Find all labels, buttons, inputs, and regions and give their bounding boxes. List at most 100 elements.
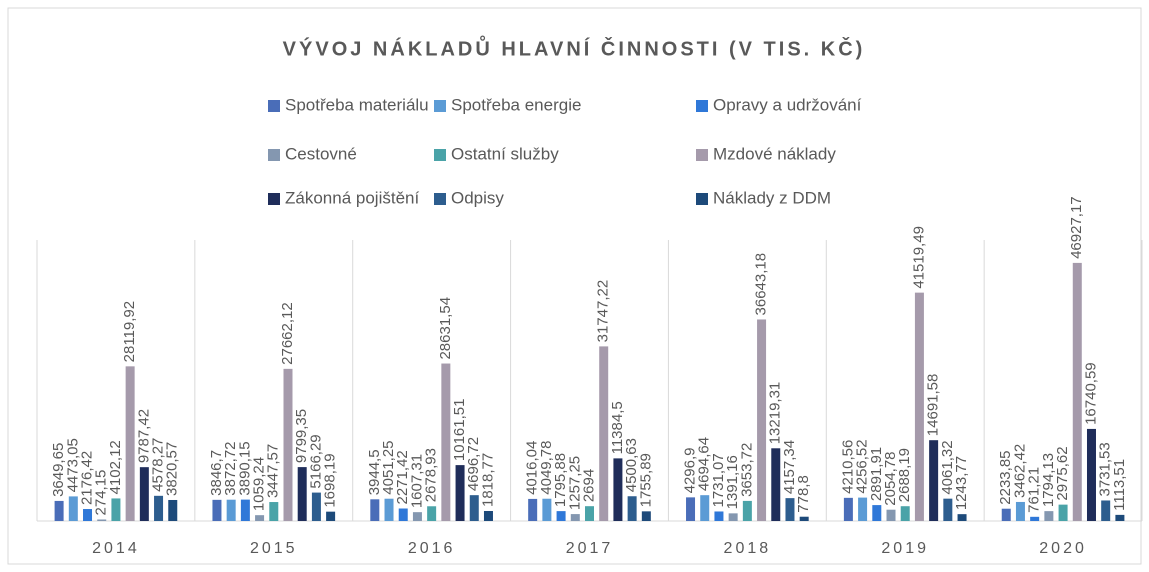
data-label: 4500,63 (623, 438, 640, 492)
bar (943, 498, 953, 521)
data-label: 31747,22 (595, 280, 612, 343)
bar (483, 510, 493, 521)
bar (686, 497, 696, 521)
bar (139, 467, 149, 521)
legend-swatch (434, 100, 446, 112)
bar (469, 495, 479, 521)
data-label: 28119,92 (121, 301, 138, 362)
bar (111, 498, 121, 521)
bar (799, 516, 809, 521)
data-label: 4049,78 (538, 440, 555, 494)
bar (528, 498, 538, 521)
x-tick-label: 2020 (1039, 540, 1087, 557)
data-label: 36643,18 (753, 253, 770, 316)
data-label: 9787,42 (135, 409, 152, 463)
data-label: 3890,15 (236, 441, 253, 495)
bar (742, 500, 752, 521)
chart-title: VÝVOJ NÁKLADŮ HLAVNÍ ČINNOSTI (V TIS. KČ… (283, 34, 866, 60)
bar (1015, 501, 1025, 521)
x-tick-label: 2018 (724, 540, 772, 557)
data-label: 13219,31 (767, 382, 784, 445)
bar (757, 319, 767, 521)
x-tick-label: 2019 (881, 540, 929, 557)
data-label: 1698,19 (322, 453, 339, 507)
data-label: 4296,9 (681, 447, 698, 493)
data-label: 9799,35 (293, 409, 310, 463)
data-label: 4061,32 (939, 440, 956, 494)
data-label: 1243,77 (953, 456, 970, 510)
data-label: 4473,05 (64, 438, 81, 492)
bar (556, 511, 566, 521)
data-label: 1794,13 (1040, 453, 1057, 507)
legend-swatch (696, 100, 708, 112)
data-label: 3653,72 (738, 443, 755, 497)
data-label: 14691,58 (925, 374, 942, 437)
data-label: 3944,5 (366, 449, 383, 495)
data-label: 3649,65 (50, 443, 67, 497)
x-tick-label: 2014 (92, 540, 140, 557)
data-label: 10161,51 (451, 399, 468, 462)
bar (398, 508, 408, 521)
data-label: 274,15 (93, 470, 110, 516)
bar (627, 496, 637, 521)
bar (255, 515, 265, 521)
bar (1030, 516, 1040, 521)
data-label: 2975,62 (1054, 446, 1071, 500)
chart-border (7, 7, 1142, 565)
data-label: 4157,34 (781, 440, 798, 494)
x-tick-label: 2016 (408, 540, 456, 557)
bar (168, 499, 178, 521)
bar (872, 505, 882, 521)
bar (412, 512, 422, 521)
bar (570, 514, 580, 521)
bar (240, 499, 250, 521)
data-label: 4256,52 (854, 439, 871, 493)
bar (1044, 511, 1054, 521)
bar (886, 509, 896, 521)
data-label: 4696,72 (465, 437, 482, 491)
data-label: 41519,49 (910, 226, 927, 289)
data-label: 778,8 (795, 475, 812, 513)
data-label: 4210,56 (839, 440, 856, 494)
bar (771, 448, 781, 521)
data-label: 1391,16 (724, 455, 741, 509)
legend-swatch (268, 100, 280, 112)
data-label: 2233,85 (997, 450, 1014, 504)
data-label: 2694 (580, 469, 597, 502)
data-label: 3731,53 (1097, 442, 1114, 496)
bar (83, 509, 93, 521)
data-label: 1059,24 (251, 457, 268, 511)
bar (714, 511, 724, 521)
data-label: 2678,93 (423, 448, 440, 502)
data-label: 3820,57 (164, 442, 181, 496)
bar (613, 458, 623, 521)
legend-label: Spotřeba energie (451, 95, 581, 114)
bar (154, 495, 164, 521)
data-label: 3447,57 (265, 444, 282, 498)
data-label: 4051,25 (380, 440, 397, 494)
data-label: 1257,25 (566, 456, 583, 510)
legend-label: Zákonná pojištění (285, 188, 419, 207)
bar (858, 497, 868, 521)
legend-swatch (434, 193, 446, 205)
data-label: 1795,88 (552, 453, 569, 507)
legend-swatch (434, 149, 446, 161)
data-label: 46927,17 (1068, 196, 1085, 259)
bar (843, 497, 853, 521)
bar (269, 502, 279, 521)
bar (455, 465, 465, 521)
legend-swatch (696, 149, 708, 161)
bar (384, 498, 394, 521)
bar (54, 500, 64, 521)
data-label: 1755,89 (637, 453, 654, 507)
data-label: 2271,42 (394, 450, 411, 504)
x-tick-label: 2017 (566, 540, 614, 557)
data-label: 28631,54 (437, 297, 454, 360)
data-label: 1731,07 (710, 453, 727, 507)
bar (212, 499, 222, 521)
bar (441, 363, 451, 521)
bar (125, 366, 135, 521)
legend-swatch (268, 149, 280, 161)
data-label: 4578,27 (150, 438, 167, 492)
bar (226, 499, 236, 521)
